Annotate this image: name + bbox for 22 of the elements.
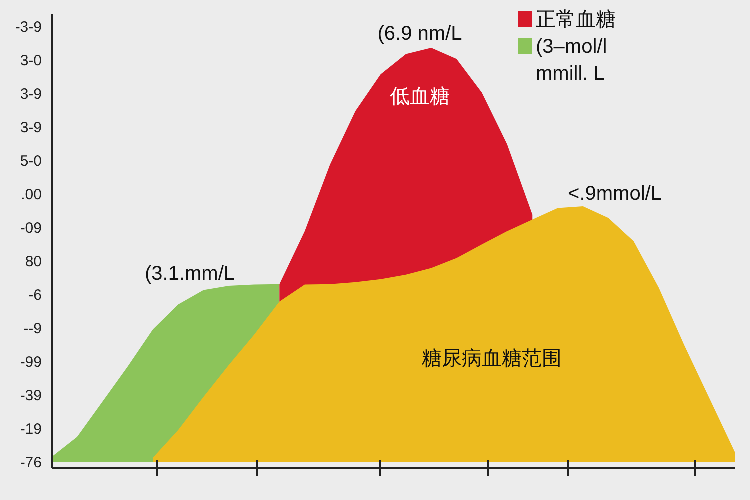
text: (6.9 nm/L bbox=[378, 23, 462, 45]
legend-label: 正常血糖 bbox=[536, 9, 616, 31]
annotation: <.9mmol/L bbox=[568, 183, 662, 205]
annotation: 糖尿病血糖范围 bbox=[422, 348, 562, 370]
annotation: --9 bbox=[24, 320, 42, 338]
annotation: -19 bbox=[20, 421, 42, 438]
annotation: 3-9 bbox=[20, 86, 42, 103]
annotation: 低血糖 bbox=[390, 86, 450, 108]
annotation: -09 bbox=[20, 220, 42, 237]
legend-label: (3–mol/l bbox=[536, 36, 608, 58]
annotation: -39 bbox=[20, 388, 42, 404]
annotation: (3.1.mm/L bbox=[144, 263, 236, 285]
annotation: -99 bbox=[20, 354, 42, 371]
annotation: mmill. L bbox=[536, 63, 605, 85]
annotation: -76 bbox=[20, 454, 42, 472]
annotation: 3-0 bbox=[20, 52, 42, 70]
annotation: 5-0 bbox=[20, 153, 42, 170]
annotation: .00 bbox=[21, 186, 42, 204]
text: -3-9 bbox=[15, 19, 42, 36]
annotation: 80 bbox=[25, 254, 42, 270]
annotation: 3-9 bbox=[20, 120, 42, 136]
annotation: -6 bbox=[28, 287, 42, 304]
